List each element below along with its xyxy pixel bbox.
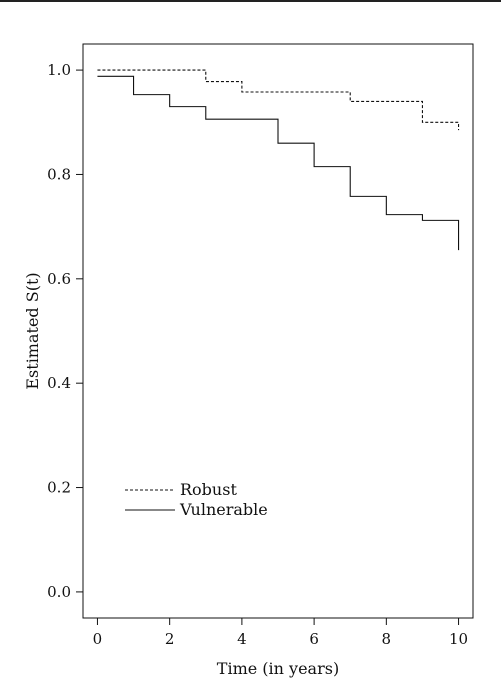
y-tick-label: 0.4 [47, 374, 71, 392]
series-line-robust [97, 69, 460, 131]
x-tick-label: 8 [382, 630, 392, 648]
series-layer [97, 69, 460, 251]
legend-label-robust: Robust [180, 480, 237, 499]
y-axis-title: Estimated S(t) [23, 272, 42, 389]
x-tick-label: 10 [449, 630, 468, 648]
legend-label-vulnerable: Vulnerable [179, 500, 268, 519]
x-tick-label: 6 [309, 630, 319, 648]
y-tick-label: 0.0 [47, 583, 71, 601]
x-axis-title: Time (in years) [217, 659, 339, 678]
y-tick-label: 0.2 [47, 479, 71, 497]
y-tick-label: 0.6 [47, 270, 71, 288]
x-tick-label: 0 [93, 630, 103, 648]
y-tick-label: 1.0 [47, 61, 71, 79]
plot-frame [82, 43, 474, 619]
x-tick-label: 2 [165, 630, 175, 648]
top-rule [0, 0, 501, 2]
y-tick-label: 0.8 [47, 165, 71, 183]
series-line-vulnerable [97, 75, 460, 251]
axes: 0 2 4 6 8 10 0.0 0.2 0.4 0.6 0.8 1.0 [47, 43, 474, 648]
x-tick-label: 4 [237, 630, 247, 648]
